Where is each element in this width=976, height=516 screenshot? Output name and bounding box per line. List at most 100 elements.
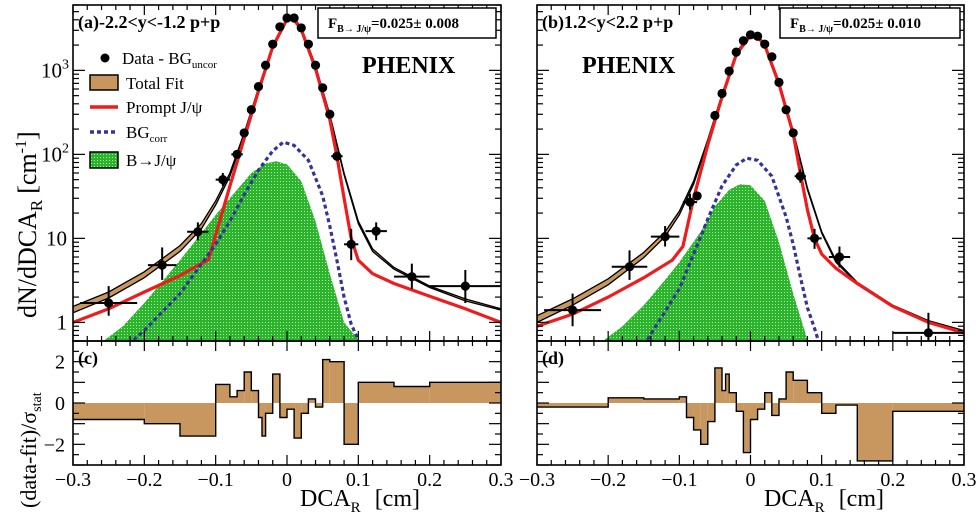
panel-a-data-marker	[193, 227, 202, 236]
panel-b-data-marker	[767, 52, 776, 61]
panel-a-data-marker	[347, 240, 356, 249]
panel-a-data-point	[365, 222, 386, 240]
panel-c-residual-bar	[358, 382, 394, 403]
panel-a-data-point	[216, 173, 230, 186]
panel-b-data-marker	[810, 234, 819, 243]
panel-c-residual-bar	[266, 403, 273, 413]
panel-c-residual-bar	[144, 403, 180, 424]
legend-total-fit-swatch	[90, 75, 118, 90]
panel-a-b-to-jpsi-area	[105, 161, 358, 343]
panel-c-y-tick-label: −2	[44, 434, 65, 456]
panel-a-data-point	[268, 40, 277, 49]
panel-c-residual-bar	[430, 382, 501, 403]
panel-b-data-marker	[710, 111, 719, 120]
panel-b-data-marker	[835, 252, 844, 261]
panel-c-residual-bar	[180, 403, 216, 436]
panel-a-data-marker	[247, 105, 256, 114]
panel-d-residual-bar	[708, 403, 715, 422]
panel-d-x-tick-label: −0.2	[590, 469, 626, 491]
panel-d-residual-bar	[807, 393, 821, 403]
panel-d-residual-bar	[679, 397, 686, 403]
panel-d-bars	[537, 368, 964, 461]
panel-c-residual-bar	[344, 403, 358, 444]
legend-data-marker	[101, 54, 110, 63]
panel-a-data-point	[311, 61, 320, 70]
legend-b-to-jpsi: B→J/ψ	[126, 151, 177, 170]
panel-c-residual-bar	[244, 372, 251, 403]
panel-c-x-tick-label: −0.3	[55, 469, 91, 491]
panel-d-residual-bar	[793, 380, 807, 403]
panel-d-x-tick-label: 0.2	[880, 469, 905, 491]
panel-a-data-marker	[318, 83, 327, 92]
panel-d-x-tick-label: −0.1	[661, 469, 697, 491]
panel-c-y-tick-label: 2	[55, 352, 65, 374]
panel-d-residual-bar	[786, 372, 793, 403]
panel-c-residual-bar	[330, 362, 344, 403]
panel-d-residuals: −0.3 −0.2 −0.1 0 0.1 0.2 0.3	[519, 341, 976, 491]
panel-a-data-marker	[261, 61, 270, 70]
panel-b-watermark: PHENIX	[582, 53, 676, 79]
panel-b-data-marker	[739, 36, 748, 45]
panel-a-data-marker	[104, 298, 113, 307]
panel-c-label: (c)	[78, 348, 98, 369]
panel-a-data-point	[325, 110, 334, 119]
y-axis-label-bottom: (data-fit)/σstat	[16, 392, 45, 508]
panel-a-y-tick-label: 1	[57, 310, 68, 334]
panel-a-y-tick-label: 103	[41, 57, 69, 82]
panel-b-data-point	[732, 47, 741, 56]
panel-d-residual-bar	[758, 403, 765, 409]
panel-b-data-point	[774, 78, 783, 87]
panel-d-x-tick-label: 0	[746, 469, 756, 491]
panel-b-data-point	[710, 111, 719, 120]
panel-a-data-marker	[304, 40, 313, 49]
panel-d-x-tick-label: 0.1	[809, 469, 834, 491]
panel-d-residual-bar	[722, 391, 726, 403]
panel-d-x-tick-label: 0.3	[952, 469, 976, 491]
panel-c-residual-bar	[251, 391, 258, 403]
panel-b-data-marker	[732, 47, 741, 56]
legend-data: Data - BGuncor	[122, 49, 217, 71]
panel-b-data-point	[739, 36, 748, 45]
panel-c-x-tick-label: 0.3	[489, 469, 514, 491]
panel-c-x-tick-label: −0.1	[198, 469, 234, 491]
panel-d-residual-bar	[893, 403, 964, 411]
panel-b-label: (b)1.2<y<2.2 p+p	[542, 12, 673, 33]
panel-a-data-marker	[332, 152, 341, 161]
panel-b-data-point	[760, 40, 769, 49]
panel-b-data-marker	[661, 232, 670, 241]
panel-c-residual-bar	[230, 397, 237, 403]
panel-b-data-point	[753, 32, 762, 41]
panel-b-data-point	[717, 89, 726, 98]
panel-a-data-point	[290, 13, 299, 22]
panel-a-y-tick-label: 10	[46, 226, 67, 250]
panel-a-data-marker	[158, 261, 167, 270]
panel-d-residual-bar	[743, 403, 750, 453]
panel-b-data-point	[693, 191, 702, 200]
panel-a-data-marker	[254, 82, 263, 91]
panel-a-data-marker	[372, 227, 381, 236]
panel-b-data-marker	[625, 262, 634, 271]
panel-c-residual-bar	[394, 386, 430, 403]
panel-c-residual-bar	[237, 391, 244, 403]
panel-d-residual-bar	[608, 398, 644, 403]
panel-d-residual-bar	[729, 393, 736, 403]
panel-b-data-point	[789, 128, 798, 137]
panel-c-residual-bar	[323, 360, 330, 403]
panel-b-data-marker	[774, 78, 783, 87]
panel-a-data-marker	[297, 23, 306, 32]
panel-a-data-point	[254, 82, 263, 91]
panel-d-residual-bar	[686, 403, 693, 417]
panel-a-data-marker	[311, 61, 320, 70]
panel-a-data-point	[247, 105, 256, 114]
panel-c-x-tick-label: 0.1	[346, 469, 371, 491]
panel-b-data-marker	[796, 172, 805, 181]
panel-b-data-marker	[789, 128, 798, 137]
panel-a-data-marker	[275, 22, 284, 31]
panel-a-data-point	[240, 128, 249, 137]
panel-a-data-point	[275, 22, 284, 31]
panel-d-residual-bar	[857, 403, 893, 461]
panel-d-residual-bar	[751, 403, 758, 420]
panel-a-data-point	[297, 23, 306, 32]
panel-a-data-marker	[232, 150, 241, 159]
